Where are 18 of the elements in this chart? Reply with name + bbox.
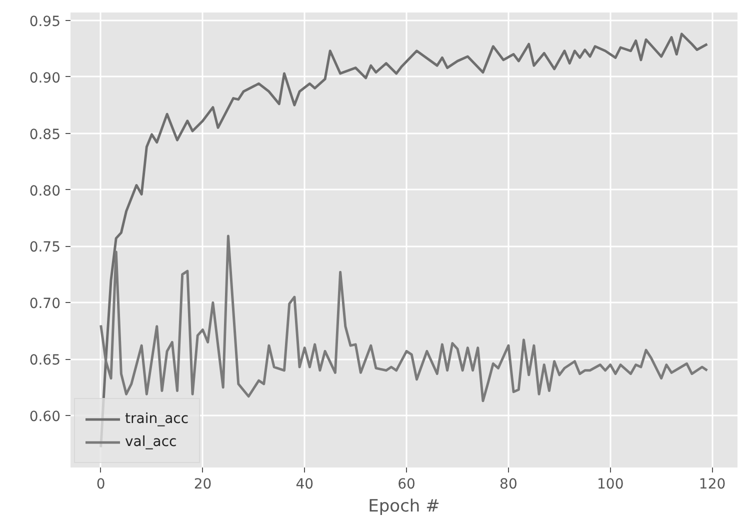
y-tick-label: 0.80	[29, 183, 60, 200]
y-tick-label: 0.70	[29, 296, 60, 312]
x-tick-label: 80	[500, 476, 518, 492]
y-tick-label: 0.95	[29, 14, 60, 30]
y-tick-label: 0.85	[29, 126, 60, 143]
y-tick-label: 0.65	[29, 352, 60, 369]
y-tick-label: 0.90	[29, 70, 60, 86]
x-tick-label: 120	[698, 476, 726, 492]
x-tick-label: 20	[194, 476, 212, 492]
y-tick-label: 0.75	[29, 240, 60, 256]
y-tick-label: 0.60	[29, 409, 60, 426]
x-axis-title: Epoch #	[368, 496, 440, 516]
x-tick-label: 60	[398, 476, 416, 492]
legend-label: train_acc	[125, 411, 189, 427]
x-tick-label: 40	[296, 476, 314, 492]
legend-label: val_acc	[125, 434, 177, 450]
x-tick-label: 100	[597, 476, 624, 492]
x-tick-label: 0	[96, 476, 106, 492]
